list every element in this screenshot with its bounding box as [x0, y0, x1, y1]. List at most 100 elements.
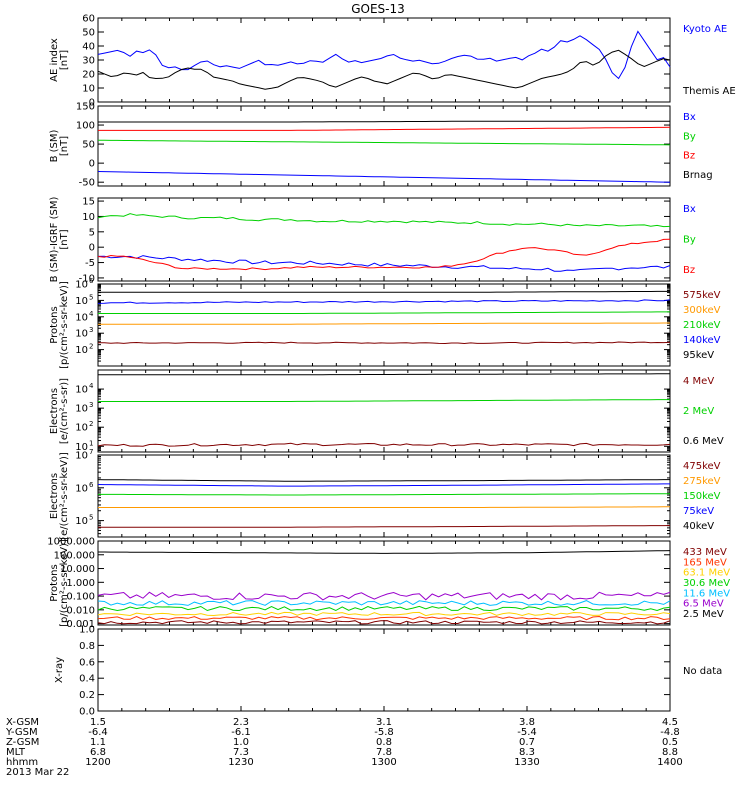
- y-tick-label: 0: [89, 159, 95, 170]
- y-tick-exponent: 5: [89, 293, 93, 301]
- legend-entry: 40keV: [683, 521, 714, 532]
- panel-frame: [97, 17, 671, 103]
- x-tick-label: 8.3: [519, 747, 535, 758]
- y-axis-label: B (SM): [49, 129, 60, 162]
- y-tick-label: 0.001: [66, 619, 95, 630]
- legend-entry: 150keV: [683, 491, 721, 502]
- legend-entry: 210keV: [683, 320, 721, 331]
- y-axis-label: AE index: [49, 38, 60, 82]
- panel-1: 0 10 20 30 40 50 60 AE index [nT] Kyoto AE Themis …: [49, 14, 736, 109]
- x-tick-label: -6.1: [231, 727, 251, 738]
- legend-entry: By: [683, 235, 696, 246]
- y-tick-exponent: 5: [89, 514, 93, 522]
- y-tick-label: 20: [82, 70, 95, 81]
- legend-entry: 30.6 MeV: [683, 578, 730, 589]
- series-line-150kev: [98, 493, 670, 496]
- series-line-2-5-mev: [98, 550, 671, 554]
- legend-entry: Bz: [683, 151, 695, 162]
- panel-frame: [97, 454, 671, 538]
- panel-2: -50 0 50 100 150 B (SM) [nT] Bx By Bz Brnag: [49, 102, 713, 189]
- y-axis-label: [nT]: [59, 229, 70, 249]
- plot-title: GOES-13: [351, 2, 405, 16]
- y-tick-label: 0.8: [79, 641, 95, 652]
- y-axis-label: B (SM)-IGRF (SM): [49, 197, 60, 283]
- x-row-label: Y-GSM: [5, 727, 38, 738]
- y-tick-label: 10: [75, 404, 88, 415]
- y-tick-label: 100: [76, 121, 95, 132]
- series-line-300kev: [98, 322, 670, 325]
- panel-frame: [97, 105, 671, 187]
- y-tick-label: 10: [75, 442, 88, 453]
- x-tick-label: 7.3: [233, 747, 249, 758]
- legend-entry: By: [683, 131, 696, 142]
- y-tick-label: 10: [75, 483, 88, 494]
- x-tick-label: 8.8: [662, 747, 678, 758]
- legend-entry: Brnag: [683, 170, 713, 181]
- y-axis-label: [p/(cm²-s-sr-keV)]: [59, 281, 70, 369]
- x-tick-label: 1230: [228, 757, 253, 768]
- legend-entry: 2 MeV: [683, 406, 714, 417]
- series-line-30-6-mev: [97, 605, 671, 612]
- series-line-75kev: [97, 483, 670, 487]
- legend-entry: Themis AE: [682, 86, 736, 97]
- x-tick-label: 1.0: [233, 737, 249, 748]
- legend-entry: 140keV: [683, 335, 721, 346]
- y-tick-label: 10: [75, 280, 88, 291]
- y-tick-exponent: 4: [89, 310, 94, 318]
- y-tick-label: 10: [75, 329, 88, 340]
- y-tick-label: 15: [82, 197, 95, 208]
- x-tick-label: -6.4: [88, 727, 108, 738]
- y-tick-label: -5: [85, 258, 95, 269]
- y-tick-label: 0.4: [79, 674, 95, 685]
- x-row-label: hhmm: [6, 757, 38, 768]
- series-line-165-mev: [97, 615, 671, 621]
- y-axis-label: Electrons: [49, 388, 60, 434]
- series-line-bx: [97, 171, 671, 183]
- legend-entry: 475keV: [683, 461, 721, 472]
- legend-entry: 6.5 MeV: [683, 599, 724, 610]
- y-tick-label: 0.6: [79, 657, 95, 668]
- y-tick-label: 1.000: [66, 578, 95, 589]
- time-axis-labels: X-GSM 1.5 2.3 3.1 3.8 4.5 Y-GSM -6.4 -6.1 -5.8 -5.…: [5, 717, 683, 778]
- y-tick-label: 10: [82, 84, 95, 95]
- series-line-433-mev: [97, 620, 671, 625]
- y-tick-label: 10: [75, 312, 88, 323]
- y-axis-label: Electrons: [49, 473, 60, 519]
- date-label: 2013 Mar 22: [6, 767, 69, 778]
- y-tick-label: 0: [89, 243, 95, 254]
- y-tick-label: 10: [82, 212, 95, 223]
- y-tick-label: 1000.000: [47, 537, 95, 548]
- series-line-475kev: [98, 525, 671, 528]
- y-tick-label: 50: [82, 28, 95, 39]
- x-tick-label: -5.8: [374, 727, 394, 738]
- y-axis-label: [p/(cm²-s-sr-keV)]: [59, 539, 70, 627]
- y-tick-exponent: 3: [89, 326, 93, 334]
- series-line-210kev: [98, 311, 670, 314]
- y-tick-label: 0.0: [79, 707, 95, 718]
- y-tick-label: 10: [75, 516, 88, 527]
- y-tick-label: 10: [75, 296, 88, 307]
- y-tick-label: 10.000: [60, 564, 95, 575]
- x-tick-label: 1.5: [90, 717, 106, 728]
- y-tick-label: -50: [79, 178, 95, 189]
- legend-entry: Kyoto AE: [683, 24, 727, 35]
- series-line-4-mev: [97, 442, 671, 447]
- x-tick-label: 1200: [85, 757, 110, 768]
- y-tick-exponent: 1: [89, 439, 93, 447]
- x-tick-label: 1330: [514, 757, 539, 768]
- legend-entry: 165 MeV: [683, 557, 727, 568]
- x-tick-label: -4.8: [660, 727, 680, 738]
- x-row-label: X-GSM: [6, 717, 39, 728]
- y-axis-label: [nT]: [59, 50, 70, 70]
- legend-entry: 0.6 MeV: [683, 436, 724, 447]
- y-tick-label: 0.010: [66, 605, 95, 616]
- legend-entry: 433 MeV: [683, 547, 727, 558]
- legend-entry: 275keV: [683, 476, 721, 487]
- x-tick-label: 1300: [371, 757, 396, 768]
- legend-entry: 300keV: [683, 305, 721, 316]
- series-line-275kev: [98, 506, 670, 508]
